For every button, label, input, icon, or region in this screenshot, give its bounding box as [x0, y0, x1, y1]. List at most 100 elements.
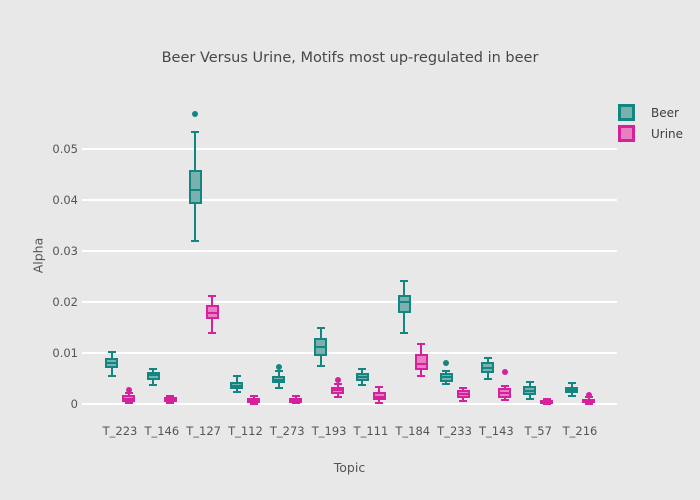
box-urine-T_143-median: [500, 392, 510, 395]
box-urine-T_112-median: [249, 400, 259, 403]
xtick-label-T_112: T_112: [228, 424, 263, 438]
gridline-0.01: [82, 352, 617, 354]
box-urine-T_143-cap-high: [500, 384, 509, 387]
box-urine-T_193-outlier: [334, 377, 341, 384]
box-urine-T_184-cap-low: [417, 374, 426, 377]
legend-swatch-beer-icon: [618, 104, 635, 121]
xtick-label-T_127: T_127: [186, 424, 221, 438]
box-beer-T_184: [397, 294, 411, 314]
box-urine-T_216-cap-low: [584, 403, 593, 405]
box-urine-T_223-outlier: [125, 387, 132, 394]
box-beer-T_143-cap-low: [483, 378, 492, 380]
box-urine-T_146-cap-low: [166, 402, 175, 405]
xtick-label-T_233: T_233: [437, 424, 472, 438]
box-urine-T_127-median: [207, 311, 217, 314]
box-urine-T_111-cap-low: [375, 401, 384, 404]
box-urine-T_184: [414, 354, 428, 370]
box-urine-T_57-median: [542, 401, 552, 404]
box-beer-T_184-cap-low: [400, 331, 409, 334]
legend-item-urine: Urine: [618, 125, 683, 142]
box-urine-T_233-median: [458, 393, 468, 396]
ytick-label-0.02: 0.02: [52, 295, 78, 309]
box-beer-T_193-cap-high: [316, 326, 325, 329]
box-beer-T_273-median: [274, 378, 284, 381]
box-beer-T_143-median: [483, 366, 493, 369]
box-beer-T_184-cap-high: [400, 279, 409, 282]
box-beer-T_112-cap-low: [232, 391, 241, 394]
box-beer-T_216-cap-low: [567, 394, 576, 397]
legend: Beer Urine: [618, 104, 683, 146]
xtick-label-T_273: T_273: [269, 424, 305, 438]
xtick-label-T_184: T_184: [395, 424, 431, 438]
box-urine-T_146-cap-high: [166, 394, 175, 397]
box-urine-T_273-median: [291, 399, 301, 402]
box-beer-T_127-median: [190, 188, 200, 191]
legend-swatch-urine-icon: [618, 125, 635, 142]
box-beer-T_112-median: [232, 384, 242, 387]
box-beer-T_193-median: [316, 345, 326, 348]
xtick-label-T_193: T_193: [311, 424, 347, 438]
xtick-label-T_111: T_111: [353, 424, 389, 438]
xtick-label-T_223: T_223: [102, 424, 138, 438]
box-urine-T_112-cap-high: [249, 395, 258, 398]
plot-area: [82, 85, 617, 420]
box-beer-T_223-cap-high: [107, 351, 116, 354]
box-beer-T_57-cap-low: [525, 398, 534, 401]
box-urine-T_193-cap-low: [333, 395, 342, 398]
box-beer-T_216-cap-high: [567, 382, 576, 385]
box-beer-T_193-cap-low: [316, 364, 325, 367]
ytick-label-0: 0: [70, 397, 78, 411]
box-urine-T_216-median: [584, 400, 594, 403]
box-urine-T_143-cap-low: [500, 398, 509, 401]
box-urine-T_273-cap-low: [291, 402, 300, 405]
box-beer-T_111-median: [357, 375, 367, 378]
box-beer-T_273-cap-high: [274, 369, 283, 372]
box-urine-T_193-cap-high: [333, 382, 342, 385]
box-urine-T_111-median: [374, 395, 384, 398]
box-beer-T_233-cap-high: [442, 370, 451, 373]
ytick-label-0.05: 0.05: [52, 142, 78, 156]
box-beer-T_57-median: [525, 389, 535, 392]
box-beer-T_233-outlier: [443, 360, 450, 367]
x-axis-title: Topic: [333, 460, 366, 475]
box-urine-T_127-cap-low: [208, 331, 217, 334]
box-beer-T_127-cap-low: [191, 239, 200, 242]
box-beer-T_273-cap-low: [274, 387, 283, 390]
box-urine-T_233-cap-low: [459, 399, 468, 402]
box-beer-T_111-cap-high: [358, 367, 367, 370]
box-urine-T_111: [372, 391, 386, 400]
gridline-0: [82, 403, 617, 405]
box-beer-T_146-cap-high: [149, 368, 158, 371]
box-beer-T_143-cap-high: [483, 356, 492, 359]
box-beer-T_223-cap-low: [107, 374, 116, 377]
box-beer-T_127-outlier: [192, 111, 199, 118]
box-urine-T_184-median: [416, 363, 426, 366]
xtick-label-T_143: T_143: [479, 424, 514, 438]
box-urine-T_111-cap-high: [375, 385, 384, 388]
xtick-label-T_57: T_57: [524, 424, 552, 438]
legend-label-beer: Beer: [651, 105, 679, 120]
box-beer-T_146-median: [148, 374, 158, 377]
box-urine-T_146-median: [165, 398, 175, 401]
chart-title: Beer Versus Urine, Motifs most up-regula…: [161, 50, 539, 66]
xtick-label-T_146: T_146: [144, 424, 180, 438]
box-beer-T_184-median: [399, 301, 409, 303]
box-beer-T_127: [188, 170, 202, 204]
box-urine-T_193-median: [333, 389, 343, 392]
box-urine-T_112-cap-low: [249, 403, 258, 405]
ytick-label-0.01: 0.01: [52, 346, 78, 360]
box-urine-T_143-outlier: [501, 368, 508, 375]
box-urine-T_57-cap-high: [542, 398, 551, 401]
gridline-0.05: [82, 148, 617, 150]
box-beer-T_146-cap-low: [149, 384, 158, 387]
box-beer-T_111-cap-low: [358, 384, 367, 387]
box-beer-T_223-median: [107, 361, 116, 364]
box-beer-T_233-cap-low: [442, 383, 451, 386]
xtick-label-T_216: T_216: [562, 424, 598, 438]
box-urine-T_223-median: [124, 397, 133, 400]
legend-item-beer: Beer: [618, 104, 683, 121]
box-urine-T_223-cap-low: [124, 402, 133, 405]
box-urine-T_273-cap-high: [291, 394, 300, 397]
gridline-0.02: [82, 301, 617, 303]
